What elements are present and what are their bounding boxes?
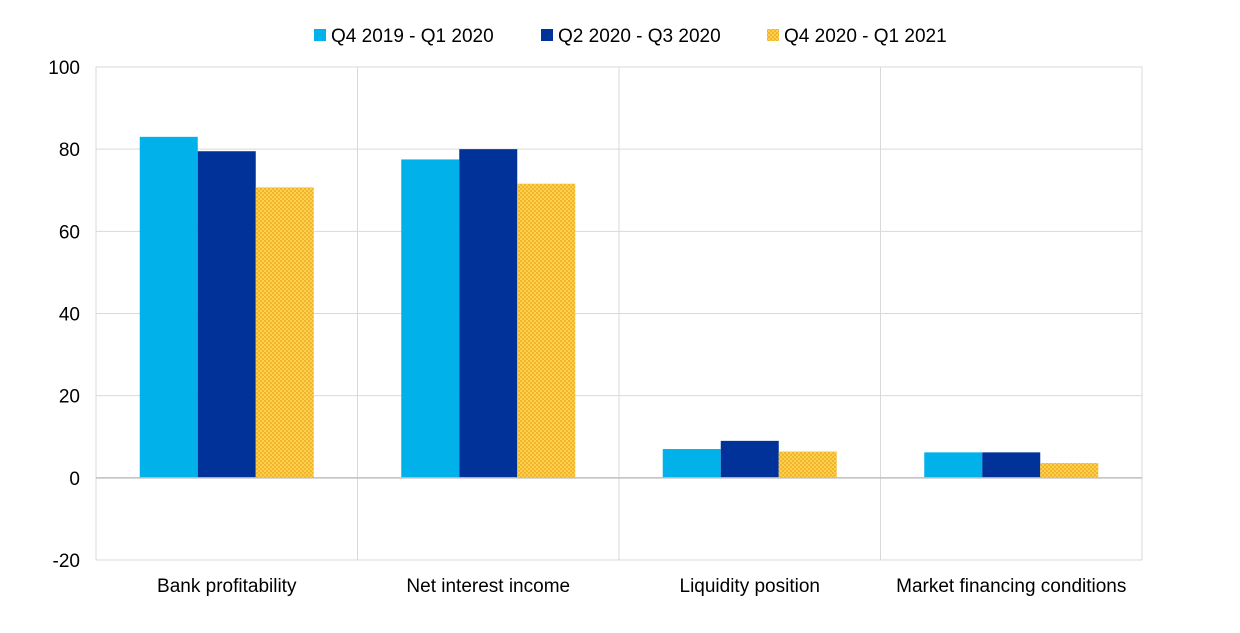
legend-label-0: Q4 2019 - Q1 2020 bbox=[331, 26, 494, 47]
bar-series0-cat2 bbox=[662, 449, 721, 478]
bar-series1-cat3 bbox=[982, 452, 1041, 478]
legend-label-2: Q4 2020 - Q1 2021 bbox=[784, 26, 947, 47]
bar-series1-cat0 bbox=[197, 151, 256, 478]
bar-series2-cat0 bbox=[255, 187, 314, 478]
bar-series1-cat1 bbox=[459, 149, 518, 478]
bars bbox=[139, 136, 1099, 478]
bar-series2-cat2 bbox=[778, 451, 837, 478]
bar-series1-cat2 bbox=[720, 440, 779, 478]
legend-swatch-0 bbox=[314, 29, 326, 41]
bar-series0-cat0 bbox=[139, 136, 198, 478]
x-category-label-0: Bank profitability bbox=[157, 576, 297, 597]
x-category-label-2: Liquidity position bbox=[680, 576, 820, 597]
legend-swatch-2 bbox=[767, 29, 779, 41]
x-category-label-1: Net interest income bbox=[406, 576, 570, 597]
bar-series0-cat3 bbox=[924, 452, 983, 478]
y-tick-label-3: 40 bbox=[59, 305, 80, 326]
y-tick-label-4: 60 bbox=[59, 222, 80, 243]
y-tick-label-5: 80 bbox=[59, 140, 80, 161]
y-tick-label-0: -20 bbox=[53, 551, 80, 572]
y-tick-label-2: 20 bbox=[59, 387, 80, 408]
bar-series0-cat1 bbox=[401, 159, 460, 478]
bar-series2-cat3 bbox=[1040, 463, 1099, 478]
legend-label-1: Q2 2020 - Q3 2020 bbox=[558, 26, 721, 47]
bar-series2-cat1 bbox=[517, 183, 576, 478]
plot-frame bbox=[95, 66, 1143, 561]
x-category-label-3: Market financing conditions bbox=[896, 576, 1126, 597]
axes: -20 0 20 40 60 80 100 Bank profitability Net int… bbox=[48, 58, 1142, 597]
legend-swatch-1 bbox=[541, 29, 553, 41]
y-tick-label-1: 0 bbox=[69, 469, 80, 490]
legend: Q4 2019 - Q1 2020 Q2 2020 - Q3 2020 Q4 202… bbox=[314, 26, 947, 47]
y-tick-label-6: 100 bbox=[48, 58, 80, 79]
